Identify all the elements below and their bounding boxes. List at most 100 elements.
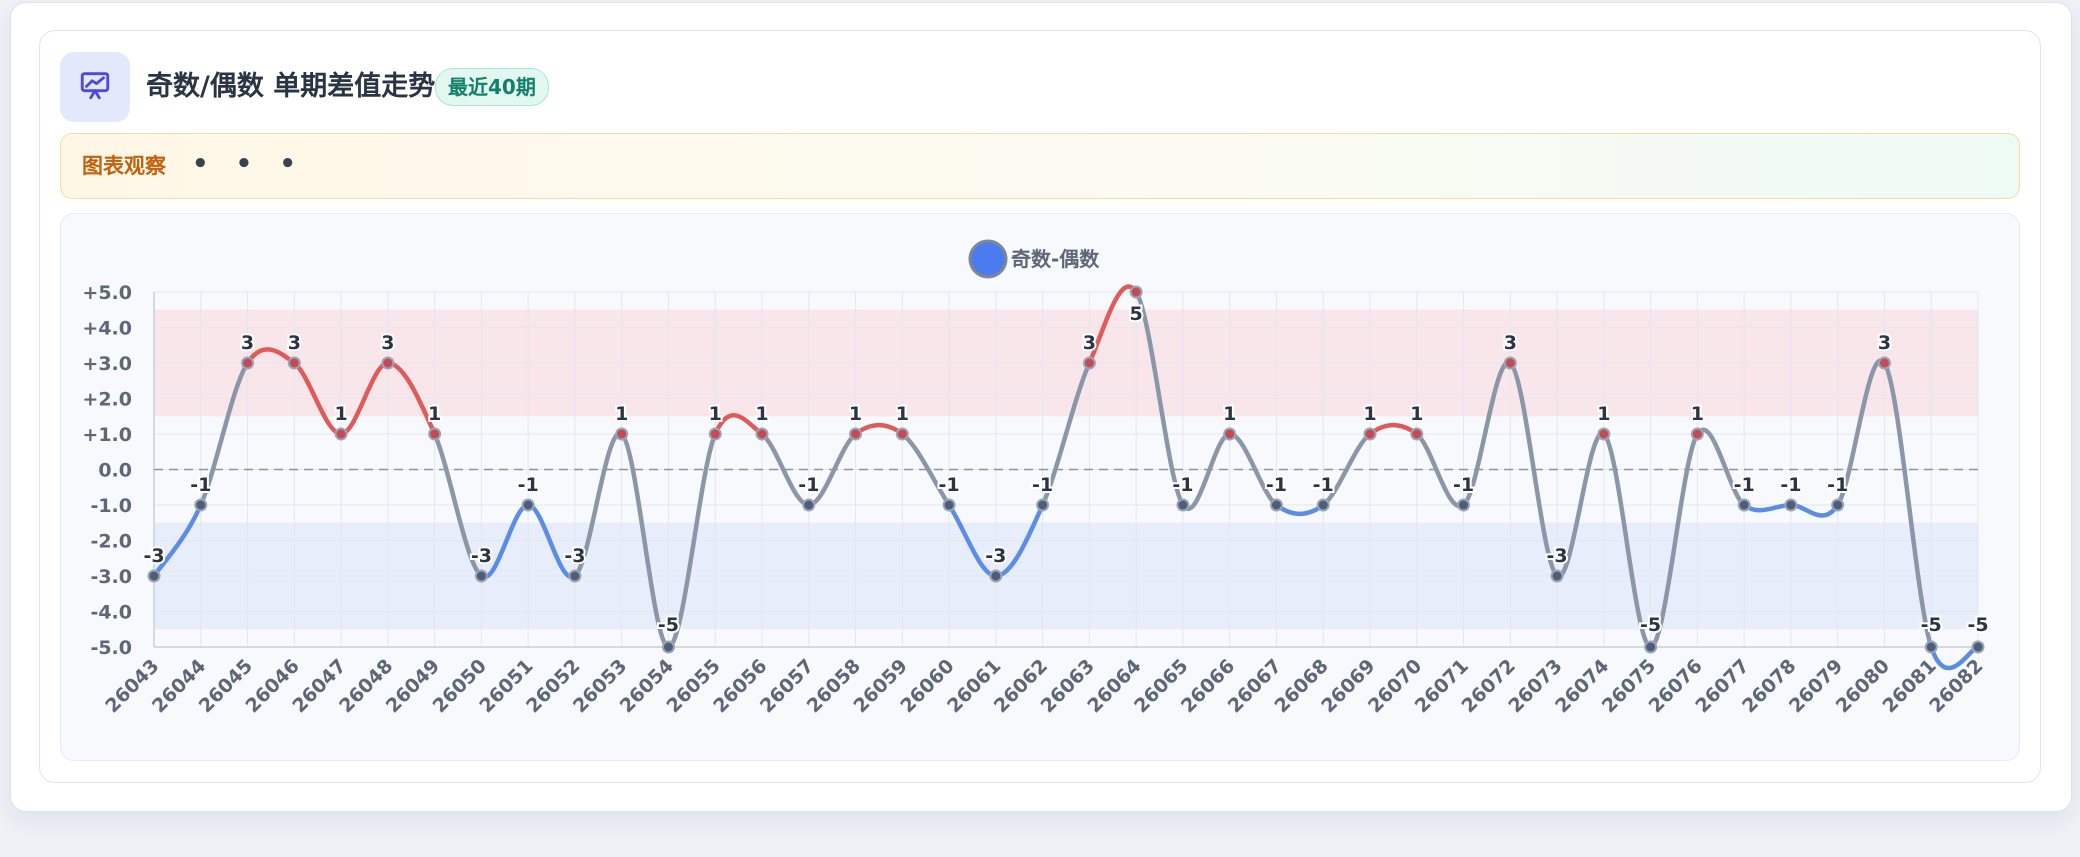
series-segment — [198, 360, 250, 508]
data-label: -1 — [1266, 474, 1287, 496]
data-label: -1 — [1827, 474, 1848, 496]
data-point — [615, 427, 629, 441]
data-point — [1877, 356, 1891, 370]
data-label: -1 — [190, 474, 211, 496]
data-point — [1316, 498, 1330, 512]
data-point — [1597, 427, 1611, 441]
data-point — [1784, 498, 1798, 512]
y-tick-label: +5.0 — [82, 282, 132, 304]
data-label: -5 — [658, 614, 679, 636]
data-point — [474, 569, 488, 583]
series-segment — [1180, 431, 1232, 511]
data-label: 1 — [1597, 403, 1610, 425]
series-segment — [1320, 431, 1373, 508]
y-tick-label: +1.0 — [82, 424, 132, 446]
data-point — [1129, 285, 1143, 299]
data-point — [708, 427, 722, 441]
data-point — [1036, 498, 1050, 512]
series-segment — [1087, 284, 1139, 366]
y-tick-label: +2.0 — [82, 389, 132, 411]
data-label: -1 — [1032, 474, 1053, 496]
data-point — [1971, 640, 1985, 654]
data-point — [1690, 427, 1704, 441]
data-label: -3 — [1547, 545, 1568, 567]
data-point — [241, 356, 255, 370]
data-label: 5 — [1130, 303, 1143, 325]
data-point — [1550, 569, 1564, 583]
data-label: 1 — [428, 403, 441, 425]
data-label: -5 — [1921, 614, 1942, 636]
series-segment — [432, 431, 484, 579]
data-point — [334, 427, 348, 441]
data-label: 3 — [381, 332, 394, 354]
y-tick-label: -3.0 — [90, 566, 132, 588]
data-label: -5 — [1640, 614, 1661, 636]
data-label: 1 — [755, 403, 768, 425]
series-segment — [666, 431, 718, 650]
header-icon-box — [60, 52, 130, 122]
data-label: 1 — [1410, 403, 1423, 425]
y-tick-label: -4.0 — [90, 602, 132, 624]
presentation-chart-icon — [78, 68, 112, 106]
y-tick-label: -2.0 — [90, 531, 132, 553]
series-segment — [1367, 422, 1420, 437]
more-dots-icon[interactable]: • • • — [192, 149, 305, 179]
data-point — [849, 427, 863, 441]
series-segment — [1882, 360, 1934, 650]
data-point — [1737, 498, 1751, 512]
data-label: 3 — [1083, 332, 1096, 354]
data-label: -3 — [471, 545, 492, 567]
series-segment — [619, 431, 671, 650]
data-label: 3 — [1878, 332, 1891, 354]
series-segment — [1508, 360, 1560, 579]
y-tick-label: +4.0 — [82, 318, 132, 340]
data-point — [381, 356, 395, 370]
data-label: -3 — [143, 545, 164, 567]
data-label: 3 — [288, 332, 301, 354]
data-point — [287, 356, 301, 370]
data-label: -1 — [518, 474, 539, 496]
page-title: 奇数/偶数 单期差值走势 — [146, 71, 436, 102]
data-label: 1 — [334, 403, 347, 425]
data-point — [568, 569, 582, 583]
data-point — [802, 498, 816, 512]
series-segment — [1554, 431, 1607, 579]
data-label: -5 — [1967, 614, 1988, 636]
observation-bar[interactable]: 图表观察 • • • — [60, 133, 2020, 199]
series-segment — [1648, 431, 1700, 650]
data-label: -1 — [798, 474, 819, 496]
period-badge: 最近40期 — [435, 68, 549, 106]
legend-label: 奇数-偶数 — [1011, 247, 1100, 271]
observation-label: 图表观察 — [82, 154, 166, 178]
data-point — [1363, 427, 1377, 441]
series-segment — [1133, 289, 1186, 508]
data-point — [1644, 640, 1658, 654]
data-label: -1 — [1734, 474, 1755, 496]
data-point — [147, 569, 161, 583]
y-tick-label: 0.0 — [98, 460, 132, 482]
data-point — [1503, 356, 1517, 370]
data-label: 1 — [1363, 403, 1376, 425]
data-label: 1 — [709, 403, 722, 425]
data-point — [1223, 427, 1237, 441]
y-tick-label: +3.0 — [82, 353, 132, 375]
data-point — [1269, 498, 1283, 512]
data-point — [521, 498, 535, 512]
data-label: -1 — [1453, 474, 1474, 496]
series-segment — [1741, 502, 1794, 513]
data-point — [755, 427, 769, 441]
data-point — [1457, 498, 1471, 512]
data-point — [1176, 498, 1190, 512]
data-label: 1 — [615, 403, 628, 425]
series-segment — [1601, 431, 1653, 650]
series-segment — [853, 422, 905, 437]
data-label: 3 — [241, 332, 254, 354]
data-label: 1 — [1223, 403, 1236, 425]
data-label: -1 — [1780, 474, 1801, 496]
data-label: -3 — [985, 545, 1006, 567]
data-point — [1924, 640, 1938, 654]
data-point — [1082, 356, 1096, 370]
y-tick-label: -1.0 — [90, 495, 132, 517]
data-label: -3 — [564, 545, 585, 567]
